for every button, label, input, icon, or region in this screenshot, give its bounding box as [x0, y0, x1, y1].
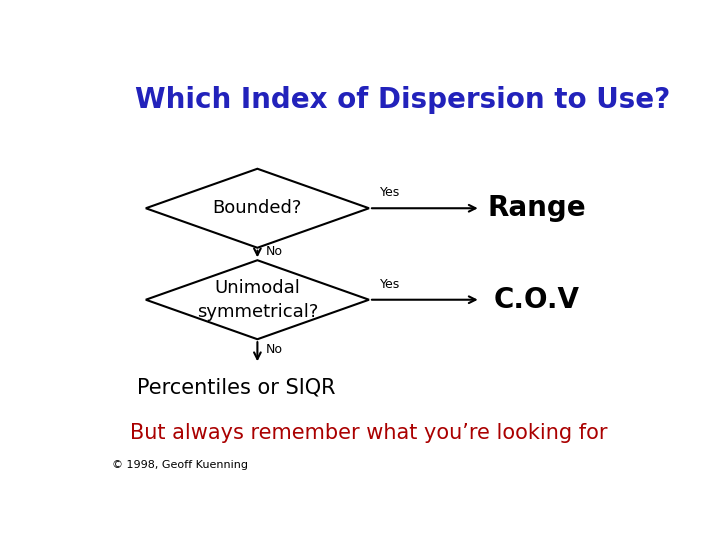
Text: Percentiles or SIQR: Percentiles or SIQR — [138, 377, 336, 397]
Text: Yes: Yes — [380, 186, 400, 199]
Text: No: No — [266, 245, 283, 259]
Text: Which Index of Dispersion to Use?: Which Index of Dispersion to Use? — [135, 86, 670, 114]
Text: © 1998, Geoff Kuenning: © 1998, Geoff Kuenning — [112, 460, 248, 470]
Text: Yes: Yes — [380, 278, 400, 291]
Text: Range: Range — [487, 194, 585, 222]
Text: Unimodal
symmetrical?: Unimodal symmetrical? — [197, 279, 318, 321]
Text: C.O.V: C.O.V — [493, 286, 580, 314]
Text: But always remember what you’re looking for: But always remember what you’re looking … — [130, 423, 608, 443]
Text: No: No — [266, 343, 283, 356]
Text: Bounded?: Bounded? — [212, 199, 302, 217]
